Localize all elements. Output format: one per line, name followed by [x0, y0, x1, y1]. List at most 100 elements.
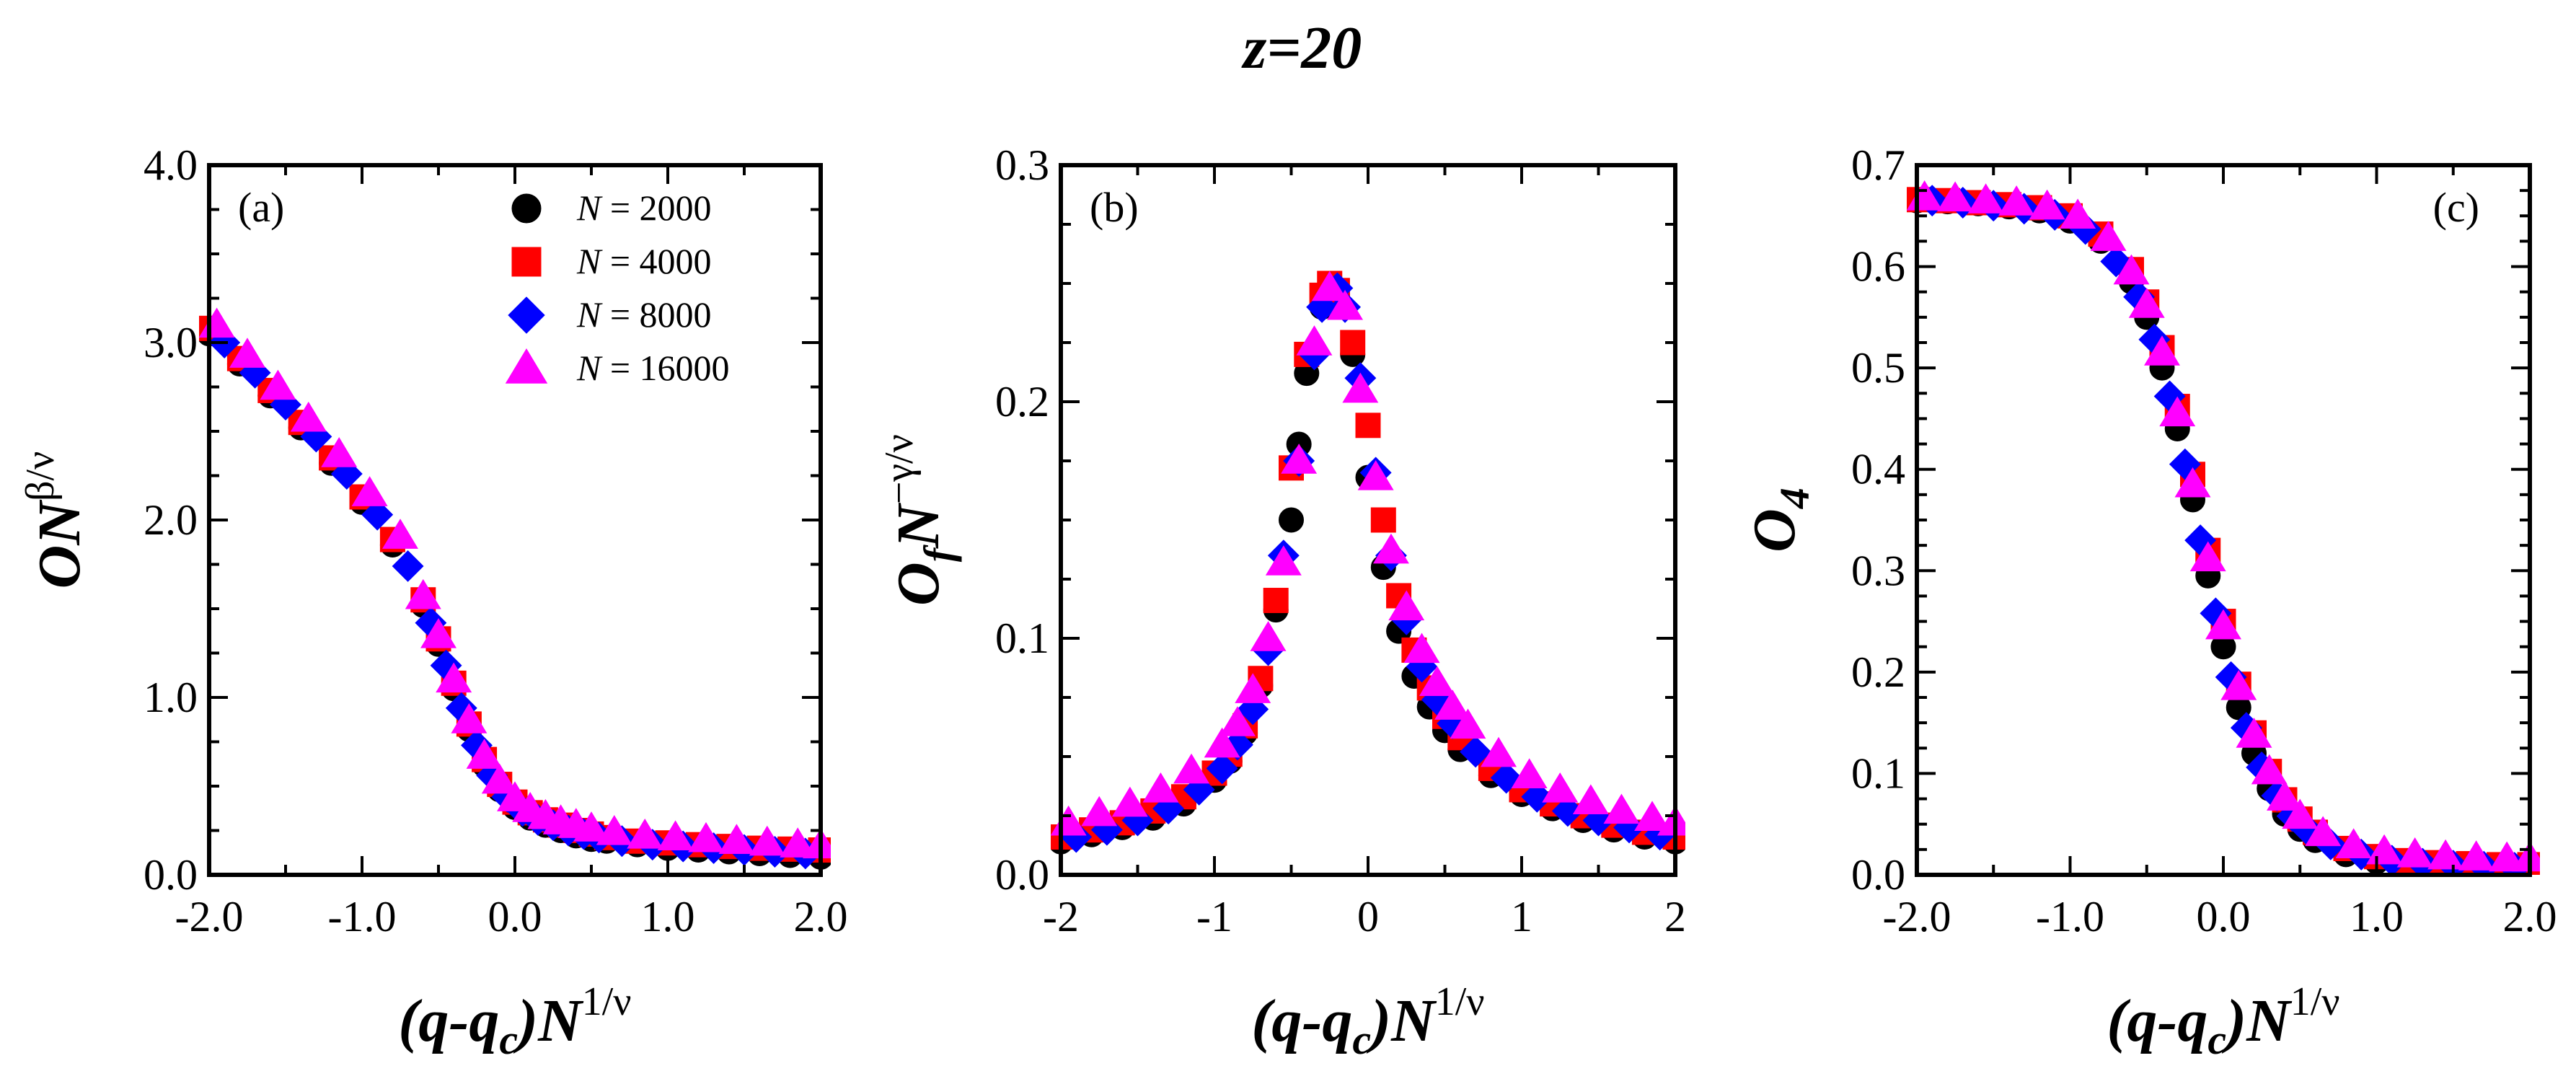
data-point	[321, 437, 358, 467]
legend-entry: N = 16000	[576, 348, 730, 388]
data-point	[1281, 444, 1318, 474]
data-point	[2144, 335, 2180, 366]
panel-label: (a)	[238, 184, 284, 231]
data-point	[1204, 727, 1240, 758]
data-point	[627, 818, 663, 849]
x-tick-label: 1.0	[641, 893, 695, 940]
data-point	[2335, 828, 2372, 858]
y-axis-title: O4	[1741, 488, 1818, 552]
panel-2: -2 -1 0 1 2 0.0 0.1 0.2 0.3 (b) (q-qc)N1/ν OfN−γ/ν	[877, 141, 1686, 1063]
data-point	[2189, 541, 2226, 572]
x-tick-label: 2	[1664, 893, 1686, 940]
data-point	[1206, 752, 1238, 785]
data-point	[1311, 270, 1348, 301]
data-point	[405, 578, 441, 609]
data-point	[2396, 837, 2433, 868]
data-point	[1481, 736, 1517, 767]
data-point	[436, 662, 472, 693]
data-point	[2458, 840, 2495, 871]
data-point	[2060, 198, 2096, 229]
y-tick-label: 2.0	[144, 496, 198, 544]
series-n2000	[1051, 282, 1685, 855]
x-tick-label: -1.0	[2036, 893, 2104, 940]
legend-marker-triangle	[505, 348, 548, 384]
data-point	[718, 824, 755, 854]
y-tick-label: 0.0	[1851, 851, 1905, 899]
x-tick-label: 1.0	[2350, 893, 2404, 940]
data-point	[1388, 590, 1425, 621]
x-axis-title: (q-qc)N1/ν	[2107, 979, 2339, 1063]
data-point	[2128, 288, 2165, 318]
y-tick-label: 0.4	[1851, 446, 1905, 493]
data-point	[1542, 772, 1579, 803]
series-n4000	[1051, 270, 1685, 850]
data-point	[573, 811, 609, 842]
data-point	[1142, 772, 1179, 803]
data-point	[1403, 633, 1440, 664]
x-tick-label: 0.0	[2197, 893, 2251, 940]
data-point	[1235, 673, 1271, 703]
data-point	[2159, 396, 2196, 427]
data-point	[1450, 708, 1486, 739]
x-tick-label: -1	[1196, 893, 1232, 940]
plot-frame	[1059, 163, 1677, 877]
x-tick-label: 0	[1357, 893, 1379, 940]
data-point	[1937, 181, 1974, 212]
data-point	[361, 498, 394, 531]
data-point	[1265, 545, 1302, 576]
data-point	[1370, 507, 1396, 533]
data-point	[1340, 330, 1366, 356]
data-point	[392, 550, 424, 582]
y-tick-label: 0.3	[1851, 547, 1905, 594]
x-tick-label: -1.0	[328, 893, 397, 940]
data-point	[1572, 784, 1609, 815]
data-point	[2282, 798, 2319, 829]
data-point	[2029, 189, 2065, 220]
data-point	[2174, 467, 2211, 498]
data-point	[2267, 780, 2303, 811]
panel-3: -2.0 -1.0 0.0 1.0 2.0 0.0 0.1 0.2 0.3 0.4 0.5 0.6 0.…	[1741, 141, 2557, 1063]
y-tick-label: 0.7	[1851, 141, 1905, 189]
data-point	[1521, 780, 1553, 813]
y-tick-label: 1.0	[144, 674, 198, 721]
data-point	[596, 815, 632, 845]
series-n2000	[1907, 188, 2540, 875]
y-tick-label: 0.0	[144, 851, 198, 899]
x-axis-title: (q-qc)N1/ν	[1251, 979, 1484, 1063]
data-point	[688, 821, 724, 852]
legend: N = 2000 N = 4000 N = 8000 N = 16000	[505, 188, 730, 388]
x-tick-label: 1	[1511, 893, 1532, 940]
data-point	[451, 703, 488, 733]
data-point	[2489, 841, 2526, 872]
x-tick-label: 2.0	[2503, 893, 2557, 940]
data-point	[1342, 372, 1379, 403]
y-tick-label: 0.6	[1851, 243, 1905, 291]
data-point	[2251, 754, 2288, 785]
data-point	[1603, 793, 1640, 824]
series-n16000	[199, 307, 831, 859]
data-point	[749, 825, 785, 856]
y-axis-title: OfN−γ/ν	[877, 434, 962, 606]
figure-title: z=20	[1241, 14, 1362, 81]
data-point	[1355, 413, 1381, 439]
data-point	[290, 401, 327, 432]
data-point	[1634, 801, 1671, 831]
x-tick-label: -2	[1043, 893, 1079, 940]
data-point	[466, 739, 503, 769]
data-point	[351, 476, 388, 506]
data-point	[260, 369, 296, 400]
series-n16000	[1051, 270, 1685, 836]
panel-label: (b)	[1090, 184, 1139, 231]
data-point	[1250, 621, 1287, 651]
data-point	[229, 338, 265, 368]
data-point	[2205, 609, 2241, 640]
legend-marker-circle	[511, 193, 542, 224]
data-points	[1907, 180, 2540, 875]
y-tick-label: 4.0	[144, 141, 198, 189]
data-point	[1357, 460, 1394, 490]
data-point	[1419, 666, 1455, 697]
legend-marker-diamond	[508, 296, 545, 334]
y-tick-label: 0.2	[995, 378, 1049, 426]
data-point	[2090, 221, 2127, 251]
plot-frame	[1915, 163, 2532, 877]
